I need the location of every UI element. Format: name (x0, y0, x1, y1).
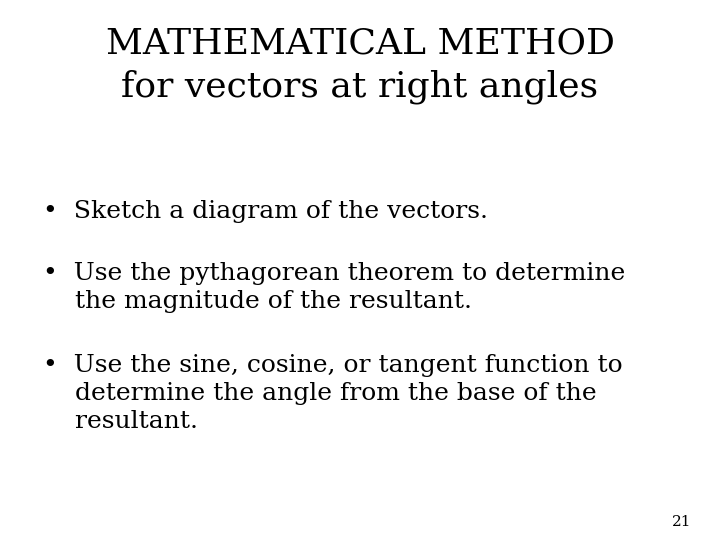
Text: •  Sketch a diagram of the vectors.: • Sketch a diagram of the vectors. (43, 200, 488, 223)
Text: •  Use the sine, cosine, or tangent function to
    determine the angle from the: • Use the sine, cosine, or tangent funct… (43, 354, 623, 434)
Text: •  Use the pythagorean theorem to determine
    the magnitude of the resultant.: • Use the pythagorean theorem to determi… (43, 262, 626, 313)
Text: 21: 21 (672, 515, 691, 529)
Text: MATHEMATICAL METHOD
for vectors at right angles: MATHEMATICAL METHOD for vectors at right… (106, 27, 614, 104)
